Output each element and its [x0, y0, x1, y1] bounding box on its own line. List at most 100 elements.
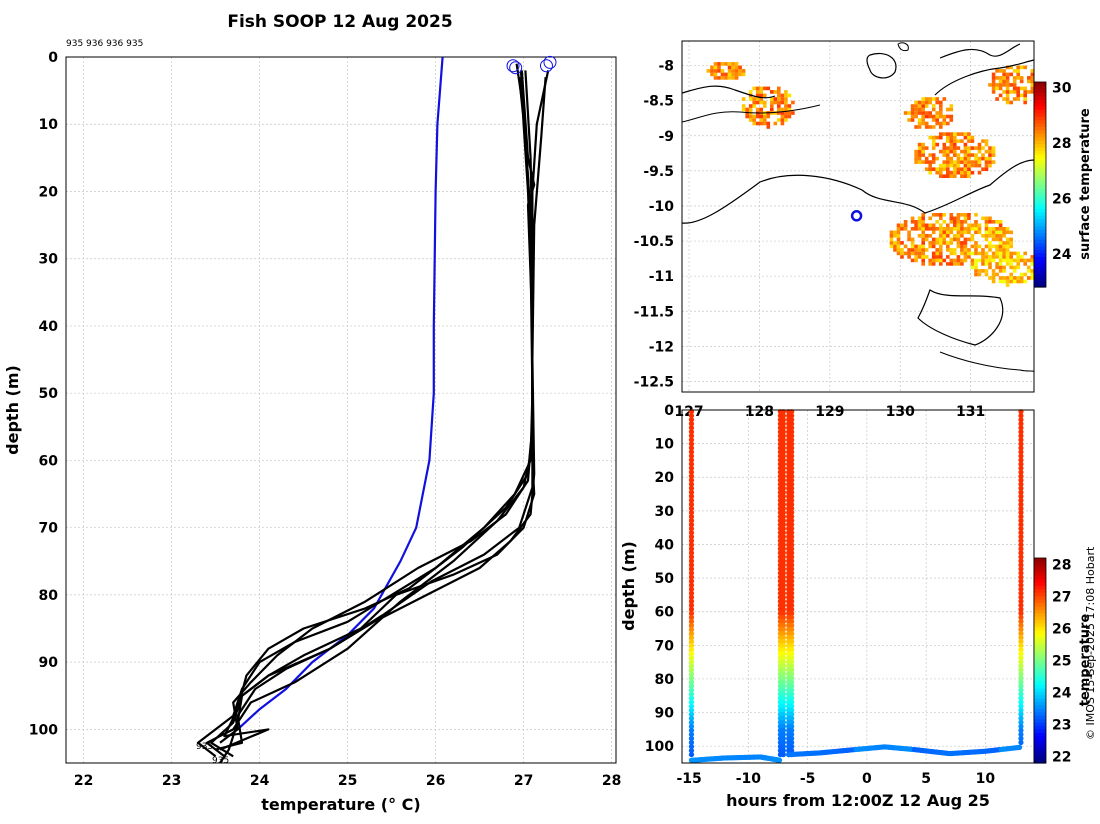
temperature-colorbar-segment — [1034, 643, 1046, 648]
sst-cell — [981, 153, 985, 157]
section-point — [688, 437, 695, 443]
section-point — [789, 711, 795, 717]
sst-cell — [931, 167, 936, 171]
section-y-tick-label: 30 — [655, 504, 675, 520]
sst-cell — [907, 234, 911, 238]
sst-cell — [907, 118, 911, 122]
sst-cell — [974, 269, 978, 273]
section-point — [780, 413, 786, 419]
sst-colorbar-segment — [1034, 133, 1046, 138]
cast-series — [196, 63, 550, 764]
sst-cell — [967, 163, 971, 168]
section-y-tick-label: 80 — [655, 672, 675, 688]
sst-cell — [917, 220, 922, 224]
cast-2-line — [219, 77, 534, 751]
sst-cell — [998, 86, 1003, 91]
section-point — [1018, 469, 1024, 475]
sst-cell — [977, 163, 982, 168]
section-point — [780, 449, 786, 455]
section-point — [789, 643, 795, 649]
section-point — [780, 566, 786, 572]
sst-colorbar-segment — [1034, 187, 1046, 192]
sst-cell — [1002, 227, 1006, 231]
section-point — [688, 707, 695, 713]
temperature-colorbar-segment — [1034, 636, 1046, 641]
sst-cell — [917, 244, 922, 249]
sst-cell — [953, 149, 957, 154]
section-point — [688, 570, 695, 576]
sst-cell — [974, 265, 978, 270]
section-point — [789, 739, 795, 746]
sst-cell — [745, 107, 749, 112]
section-point — [1018, 449, 1024, 455]
sst-cell — [935, 251, 939, 256]
sst-cell — [928, 97, 932, 101]
sst-cell — [1005, 100, 1010, 105]
sst-cell — [949, 118, 954, 122]
sst-cell — [931, 156, 936, 161]
sst-cell — [988, 234, 992, 238]
sst-cell — [1009, 241, 1013, 245]
section-point — [1018, 679, 1024, 685]
section-point — [1018, 562, 1024, 568]
section-point — [1018, 614, 1024, 621]
sst-cell — [998, 227, 1003, 231]
sst-cell — [942, 258, 947, 263]
section-point — [1018, 695, 1024, 701]
section-point — [688, 566, 695, 572]
sst-cell — [949, 146, 954, 150]
sst-colorbar-segment — [1034, 194, 1046, 199]
sst-cell — [770, 90, 774, 94]
section-point — [688, 630, 695, 637]
sst-cell — [1005, 93, 1010, 98]
sst-cell — [953, 216, 957, 221]
sst-cell — [949, 258, 954, 263]
section-point — [1018, 594, 1024, 600]
sst-cell — [910, 107, 915, 112]
sst-cell — [977, 146, 982, 150]
section-point — [1018, 546, 1024, 552]
sst-cell — [977, 258, 982, 263]
temperature-colorbar-segment — [1034, 739, 1046, 744]
sst-cell — [763, 104, 767, 108]
sst-cell — [956, 132, 961, 136]
sst-cell — [963, 170, 968, 175]
sst-cell — [963, 216, 968, 221]
sst-cell — [784, 90, 788, 94]
sst-cell — [1002, 234, 1006, 238]
map-x-tick-label: 129 — [815, 404, 844, 420]
sst-cell — [1016, 90, 1020, 94]
sst-cell — [763, 86, 767, 91]
section-point — [688, 425, 695, 431]
section-point — [789, 421, 795, 427]
sst-cell — [981, 248, 985, 252]
section-x-tick-label: 0 — [862, 771, 872, 787]
sst-cell — [921, 220, 925, 224]
sst-cell — [984, 272, 989, 277]
sst-cell — [984, 251, 989, 256]
sst-cell — [963, 156, 968, 161]
sst-cell — [1027, 276, 1031, 280]
temperature-colorbar-segment — [1034, 633, 1046, 638]
sst-cell — [755, 100, 760, 105]
sst-cell — [981, 216, 985, 221]
sst-cell — [931, 255, 936, 259]
section-point — [1018, 477, 1024, 483]
section-point — [1018, 715, 1024, 721]
sst-cell — [931, 114, 936, 119]
sst-cell — [977, 269, 982, 273]
sst-colorbar-segment — [1034, 157, 1046, 162]
sst-cell — [988, 149, 992, 154]
sst-colorbar-segment — [1034, 99, 1046, 104]
sst-cell — [773, 90, 778, 94]
sst-cell — [939, 230, 943, 235]
section-point — [780, 723, 786, 729]
sst-cell — [928, 153, 932, 157]
sst-cell — [910, 220, 915, 224]
sst-cell — [917, 107, 922, 112]
sst-cell — [907, 230, 911, 235]
sst-cell — [939, 121, 943, 126]
sst-cell — [946, 262, 950, 266]
section-point — [1018, 497, 1024, 504]
sst-cell — [956, 234, 961, 238]
